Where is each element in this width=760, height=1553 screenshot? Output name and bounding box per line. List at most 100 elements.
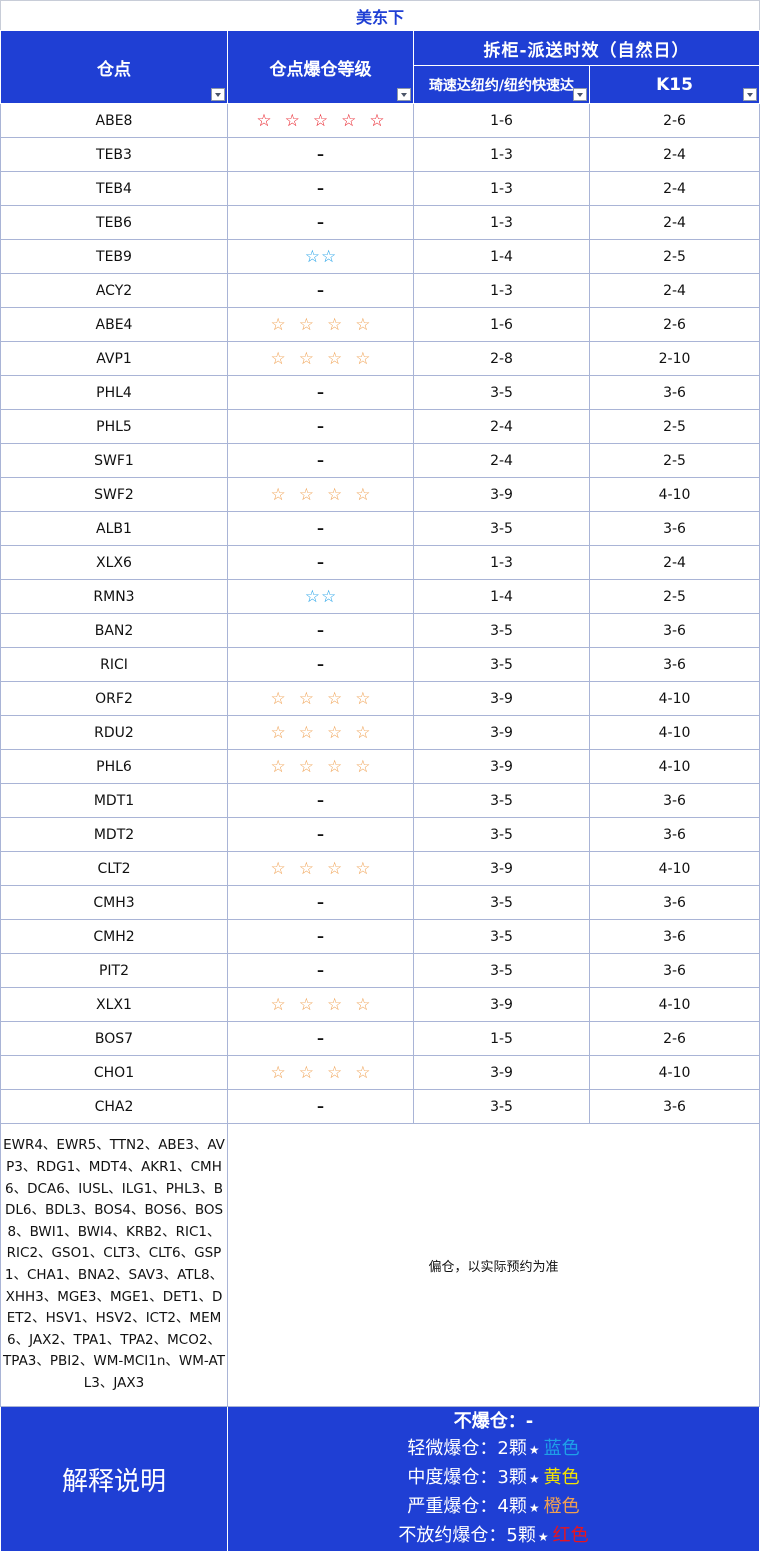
warehouse-code[interactable]: BOS7 — [0, 1021, 228, 1056]
warehouse-code[interactable]: CHO1 — [0, 1055, 228, 1090]
level-stars[interactable]: ☆☆☆☆ — [227, 681, 414, 716]
level-stars[interactable]: ☆☆☆☆ — [227, 749, 414, 784]
warehouse-code[interactable]: BAN2 — [0, 613, 228, 648]
warehouse-code[interactable]: PHL5 — [0, 409, 228, 444]
time-k15[interactable]: 4-10 — [589, 749, 760, 784]
time-k15[interactable]: 2-6 — [589, 307, 760, 342]
level-stars[interactable]: ☆☆☆☆ — [227, 987, 414, 1022]
level-dash[interactable]: – — [227, 205, 414, 240]
time-k15[interactable]: 3-6 — [589, 783, 760, 818]
time-express-ny[interactable]: 1-3 — [413, 545, 590, 580]
time-express-ny[interactable]: 1-3 — [413, 273, 590, 308]
time-k15[interactable]: 4-10 — [589, 477, 760, 512]
time-express-ny[interactable]: 3-9 — [413, 851, 590, 886]
time-k15[interactable]: 3-6 — [589, 647, 760, 682]
warehouse-code[interactable]: CMH2 — [0, 919, 228, 954]
time-express-ny[interactable]: 3-9 — [413, 987, 590, 1022]
level-stars[interactable]: ☆☆☆☆ — [227, 851, 414, 886]
filter-dropdown-icon[interactable] — [573, 88, 587, 101]
warehouse-code[interactable]: ABE8 — [0, 103, 228, 138]
warehouse-code[interactable]: RICI — [0, 647, 228, 682]
time-express-ny[interactable]: 3-5 — [413, 613, 590, 648]
level-stars[interactable]: ☆☆☆☆ — [227, 1055, 414, 1090]
level-stars[interactable]: ☆☆ — [227, 579, 414, 614]
time-k15[interactable]: 3-6 — [589, 613, 760, 648]
warehouse-code[interactable]: ORF2 — [0, 681, 228, 716]
time-express-ny[interactable]: 3-9 — [413, 749, 590, 784]
level-dash[interactable]: – — [227, 511, 414, 546]
warehouse-code[interactable]: MDT2 — [0, 817, 228, 852]
level-stars[interactable]: ☆☆☆☆ — [227, 477, 414, 512]
time-k15[interactable]: 2-5 — [589, 579, 760, 614]
filter-dropdown-icon[interactable] — [743, 88, 757, 101]
time-express-ny[interactable]: 3-5 — [413, 511, 590, 546]
level-dash[interactable]: – — [227, 1021, 414, 1056]
level-stars[interactable]: ☆☆☆☆ — [227, 341, 414, 376]
time-express-ny[interactable]: 1-4 — [413, 579, 590, 614]
time-k15[interactable]: 2-4 — [589, 171, 760, 206]
time-k15[interactable]: 4-10 — [589, 715, 760, 750]
warehouse-code[interactable]: XLX6 — [0, 545, 228, 580]
warehouse-code[interactable]: CMH3 — [0, 885, 228, 920]
warehouse-code[interactable]: MDT1 — [0, 783, 228, 818]
level-dash[interactable]: – — [227, 647, 414, 682]
level-dash[interactable]: – — [227, 1089, 414, 1124]
warehouse-code[interactable]: ACY2 — [0, 273, 228, 308]
level-dash[interactable]: – — [227, 137, 414, 172]
time-express-ny[interactable]: 1-6 — [413, 103, 590, 138]
time-express-ny[interactable]: 2-8 — [413, 341, 590, 376]
time-k15[interactable]: 3-6 — [589, 511, 760, 546]
warehouse-code[interactable]: PIT2 — [0, 953, 228, 988]
time-express-ny[interactable]: 3-5 — [413, 375, 590, 410]
level-dash[interactable]: – — [227, 953, 414, 988]
time-express-ny[interactable]: 3-9 — [413, 681, 590, 716]
warehouse-code[interactable]: ALB1 — [0, 511, 228, 546]
warehouse-code[interactable]: AVP1 — [0, 341, 228, 376]
level-dash[interactable]: – — [227, 171, 414, 206]
warehouse-code[interactable]: TEB9 — [0, 239, 228, 274]
level-stars[interactable]: ☆☆☆☆☆ — [227, 103, 414, 138]
warehouse-code[interactable]: TEB4 — [0, 171, 228, 206]
filter-dropdown-icon[interactable] — [211, 88, 225, 101]
level-dash[interactable]: – — [227, 409, 414, 444]
time-k15[interactable]: 3-6 — [589, 919, 760, 954]
time-express-ny[interactable]: 1-6 — [413, 307, 590, 342]
level-stars[interactable]: ☆☆☆☆ — [227, 715, 414, 750]
level-dash[interactable]: – — [227, 375, 414, 410]
time-express-ny[interactable]: 3-5 — [413, 885, 590, 920]
time-k15[interactable]: 3-6 — [589, 885, 760, 920]
time-express-ny[interactable]: 3-5 — [413, 919, 590, 954]
level-dash[interactable]: – — [227, 919, 414, 954]
warehouse-code[interactable]: TEB3 — [0, 137, 228, 172]
time-express-ny[interactable]: 1-3 — [413, 137, 590, 172]
time-k15[interactable]: 3-6 — [589, 953, 760, 988]
level-dash[interactable]: – — [227, 817, 414, 852]
time-k15[interactable]: 4-10 — [589, 851, 760, 886]
time-express-ny[interactable]: 3-9 — [413, 477, 590, 512]
warehouse-code[interactable]: SWF1 — [0, 443, 228, 478]
time-k15[interactable]: 3-6 — [589, 817, 760, 852]
level-dash[interactable]: – — [227, 783, 414, 818]
time-express-ny[interactable]: 2-4 — [413, 443, 590, 478]
time-k15[interactable]: 3-6 — [589, 1089, 760, 1124]
level-stars[interactable]: ☆☆ — [227, 239, 414, 274]
time-express-ny[interactable]: 3-5 — [413, 1089, 590, 1124]
time-k15[interactable]: 2-6 — [589, 103, 760, 138]
warehouse-code[interactable]: TEB6 — [0, 205, 228, 240]
level-stars[interactable]: ☆☆☆☆ — [227, 307, 414, 342]
time-k15[interactable]: 4-10 — [589, 681, 760, 716]
time-express-ny[interactable]: 3-9 — [413, 1055, 590, 1090]
time-k15[interactable]: 2-4 — [589, 545, 760, 580]
warehouse-code[interactable]: CLT2 — [0, 851, 228, 886]
time-k15[interactable]: 2-6 — [589, 1021, 760, 1056]
warehouse-code[interactable]: RDU2 — [0, 715, 228, 750]
time-express-ny[interactable]: 3-5 — [413, 953, 590, 988]
level-dash[interactable]: – — [227, 273, 414, 308]
time-k15[interactable]: 4-10 — [589, 1055, 760, 1090]
time-express-ny[interactable]: 2-4 — [413, 409, 590, 444]
level-dash[interactable]: – — [227, 545, 414, 580]
time-express-ny[interactable]: 3-5 — [413, 817, 590, 852]
filter-dropdown-icon[interactable] — [397, 88, 411, 101]
warehouse-code[interactable]: RMN3 — [0, 579, 228, 614]
time-express-ny[interactable]: 3-5 — [413, 783, 590, 818]
